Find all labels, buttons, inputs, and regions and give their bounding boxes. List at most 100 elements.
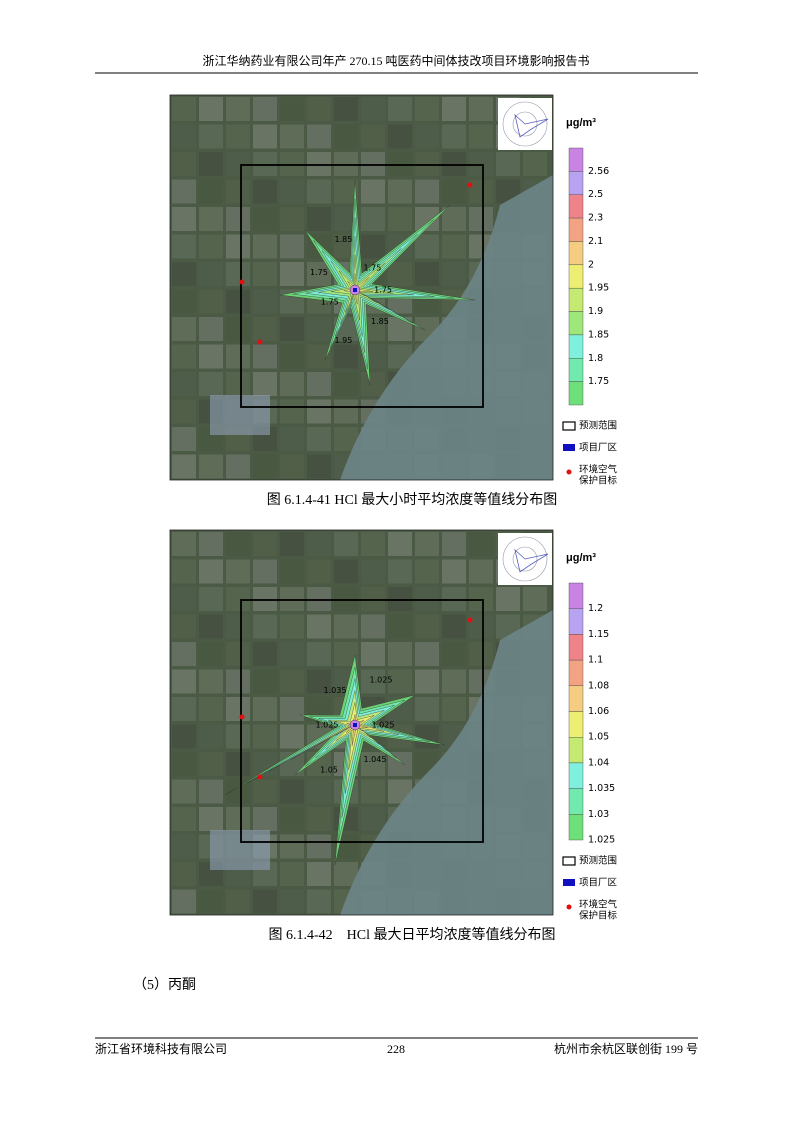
map-field	[307, 317, 331, 341]
map-field	[388, 152, 412, 176]
colorbar-segment	[568, 358, 584, 382]
map-field	[442, 587, 466, 611]
map-field	[280, 697, 304, 721]
map-field	[172, 372, 196, 396]
map-field	[199, 779, 223, 804]
map-field	[172, 289, 196, 314]
map-field	[388, 124, 412, 149]
map-field	[523, 587, 547, 611]
map-field	[334, 587, 358, 611]
map-field	[172, 642, 196, 666]
map-field	[307, 124, 331, 149]
map-field	[334, 399, 358, 424]
map-field	[307, 152, 331, 176]
map-field	[334, 152, 358, 176]
map-field	[199, 289, 223, 314]
map-field	[199, 124, 223, 149]
figure: 1.75 1.85 1.95 1.75 1.75 1.85 1.75 μg/m³ 2.56 2.5…	[169, 94, 618, 508]
map-field	[226, 344, 250, 369]
colorbar-tick: 2.56	[588, 166, 609, 177]
map-field	[253, 317, 277, 341]
map-field	[415, 532, 439, 556]
industrial-zone	[210, 395, 270, 435]
prediction-range	[240, 164, 484, 408]
colorbar-segment	[568, 711, 584, 738]
map-field	[361, 152, 385, 176]
map-field	[172, 262, 196, 286]
map-field	[172, 399, 196, 424]
map-field	[199, 179, 223, 204]
legend-target-swatch	[566, 904, 572, 910]
map-field	[523, 152, 547, 176]
map-field	[280, 427, 304, 451]
map-field	[199, 889, 223, 914]
contour-band	[279, 179, 476, 386]
contour-label: 1.85	[335, 235, 353, 244]
colorbar-tick: 1.8	[588, 353, 603, 364]
legend-label: 保护目标	[579, 910, 618, 922]
map-field	[226, 724, 250, 749]
map-field	[199, 207, 223, 231]
colorbar-tick: 1.9	[588, 306, 603, 317]
map-field	[226, 807, 250, 831]
colorbar-segment	[568, 241, 584, 266]
colorbar-segment	[568, 659, 584, 686]
protection-target	[467, 182, 473, 188]
contour-label: 1.75	[321, 298, 339, 307]
colorbar-segment	[568, 217, 584, 242]
map-field	[361, 779, 385, 804]
map-field	[469, 532, 493, 556]
map-field	[172, 207, 196, 231]
map-field	[280, 669, 304, 694]
map-field	[415, 97, 439, 121]
map-field	[253, 289, 277, 314]
contour-label: 1.05	[320, 766, 338, 775]
legend-factory-swatch	[563, 444, 575, 451]
map-field	[280, 207, 304, 231]
map-field	[442, 642, 466, 666]
contour-label: 1.75	[374, 286, 392, 295]
map-field	[199, 752, 223, 776]
map-field	[307, 427, 331, 451]
map-field	[415, 697, 439, 721]
map-field	[334, 614, 358, 639]
map-field	[172, 807, 196, 831]
map-field	[226, 124, 250, 149]
map-field	[307, 587, 331, 611]
map-field	[280, 807, 304, 831]
legend-label: 项目厂区	[579, 443, 618, 454]
map-field	[307, 454, 331, 479]
map-field	[307, 97, 331, 121]
map-field	[253, 697, 277, 721]
map-field	[307, 532, 331, 556]
map-field	[172, 752, 196, 776]
protection-target	[257, 339, 263, 345]
map-field	[361, 752, 385, 776]
map-field	[334, 372, 358, 396]
colorbar-segment	[568, 814, 584, 841]
map-field	[253, 642, 277, 666]
colorbar-segment	[568, 264, 584, 289]
map-field	[469, 152, 493, 176]
map-field	[253, 532, 277, 556]
map-field	[199, 372, 223, 396]
map-field	[172, 889, 196, 914]
map-field	[334, 124, 358, 149]
map-field	[334, 97, 358, 121]
wind-rose	[514, 548, 549, 573]
map-field	[280, 614, 304, 639]
map-field	[253, 234, 277, 259]
map-field	[361, 669, 385, 694]
figure: 1.025 1.045 1.05 1.025 1.035 1.025 μg/m³ 1.2 1.1…	[169, 529, 618, 943]
map-field	[226, 289, 250, 314]
map-field	[199, 317, 223, 341]
map-field	[226, 234, 250, 259]
map-field	[307, 669, 331, 694]
map-field	[253, 454, 277, 479]
map-field	[226, 697, 250, 721]
map-field	[280, 724, 304, 749]
map-field	[172, 614, 196, 639]
map-field	[469, 179, 493, 204]
map-field	[442, 124, 466, 149]
map-field	[415, 262, 439, 286]
